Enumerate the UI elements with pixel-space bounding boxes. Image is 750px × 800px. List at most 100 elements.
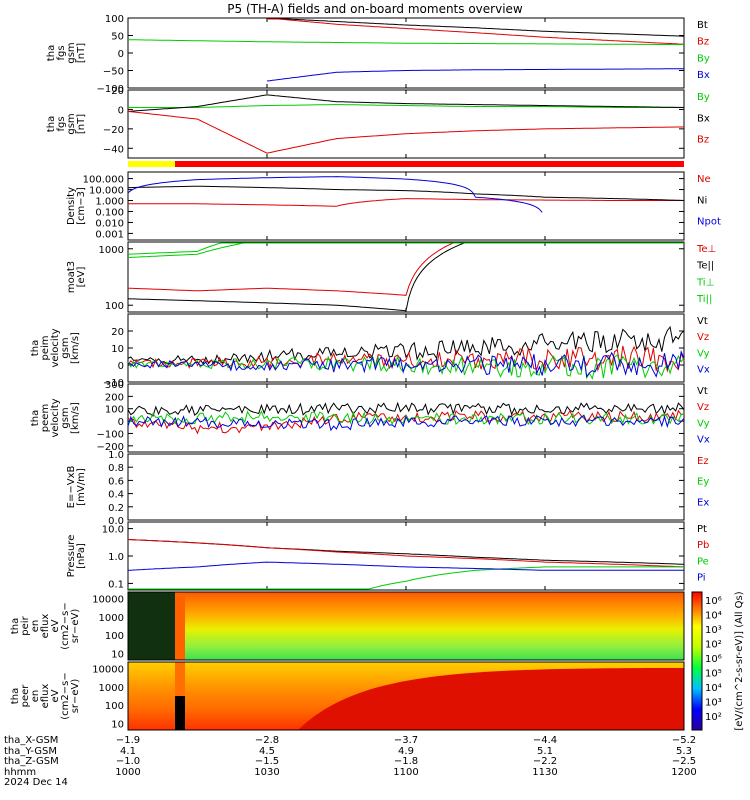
y-axis-label: peim [40,335,51,360]
y-axis-label: [nT] [76,43,87,63]
y-tick-label: 200 [105,392,124,403]
electron-spectrogram-nodata [175,696,185,730]
y-tick-label: 300 [105,380,124,391]
y-axis-label: Pressure [66,535,77,578]
electron-spectrogram-hot [298,668,684,730]
footer-value: −4.4 [532,735,558,746]
y-tick-label: 0.001 [95,229,124,240]
colorbar-tick-label: 10³ [705,698,722,709]
colorbar-tick-label: 10² [705,640,722,651]
series-p8-Pe [128,566,684,590]
y-tick-label: 0.6 [108,476,124,487]
footer-value: 1200 [671,766,697,778]
legend-item: Vy [697,348,710,359]
y-axis-label: peem [40,404,51,432]
colorbar [691,591,703,731]
y-axis-label: tha [46,116,57,132]
legend-item: Te⊥ [696,244,716,255]
y-axis-label: eflux [40,614,51,639]
y-tick-label: 1000 [99,245,124,256]
y-tick-label: −200 [97,442,124,453]
spectrogram-frame [127,591,685,661]
legend-item: Ey [697,477,709,488]
y-axis-label: eflux [40,684,51,709]
ion-spectrogram-early [128,592,175,660]
legend-item: Pi [697,573,706,584]
y-tick-label: 0 [118,417,124,428]
y-axis-label: (cm2−s− [60,602,71,649]
y-axis-label: [cm−3] [76,187,87,225]
series-p2-Bz [127,110,685,154]
footer-row-label: tha_Y-GSM [4,745,58,757]
series-p6-Vy [127,410,685,426]
y-tick-label: −100 [97,429,124,440]
series-p1-Bt [267,18,685,37]
series-p5-Vt [127,325,685,365]
y-axis-label: sr−eV) [70,609,81,644]
y-tick-label: 1000 [99,683,124,694]
footer-value: 4.1 [120,745,136,757]
panel-frame-p5 [127,313,685,383]
panel-frame-p3 [127,171,685,241]
y-axis-label: tha [46,45,57,61]
y-axis-label: peir [20,615,31,635]
legend-item: Npot [697,217,721,228]
y-tick-label: 10000 [92,595,124,606]
footer-row-label: tha_X-GSM [4,735,59,746]
y-tick-label: 10.0 [102,525,124,536]
colorbar-tick-label: 10² [705,712,722,723]
footer-value: 4.5 [259,745,275,757]
series-p2-By [128,104,684,108]
y-tick-label: 100 [105,14,124,25]
y-axis-label: eV [50,619,61,632]
y-tick-label: 1.000 [95,197,124,208]
legend-item: Bt [697,20,708,31]
y-tick-label: 1.0 [108,450,124,461]
y-axis-label: gsm [66,113,77,134]
y-tick-label: 0 [118,105,124,116]
y-axis-label: fgs [56,45,67,60]
legend-item: Bx [697,70,710,81]
footer-value: −1.8 [393,756,419,767]
colorbar-tick-label: 10⁶ [705,654,722,665]
legend-item: Bz [697,135,709,146]
footer-value: 1130 [532,766,558,778]
y-tick-label: 20 [111,86,124,97]
y-axis-label: [nT] [76,114,87,134]
y-axis-label: tha [10,618,21,634]
legend-item: Vt [697,316,708,327]
colorbar-label: [eV/(cm^2-s-sr-eV)] (All Qs) [734,591,745,730]
legend-item: Pt [697,524,707,535]
y-tick-label: 100 [105,405,124,416]
y-axis-label: gsm [60,407,71,428]
ion-spectrogram [128,592,684,660]
y-tick-label: 100 [105,301,124,312]
y-axis-label: [km/s] [70,332,81,364]
y-axis-label: en [30,690,41,703]
spectrogram-frame [127,661,685,731]
y-tick-label: 1.0 [108,552,124,563]
footer-value: −2.5 [671,756,697,767]
footer-value: 5.3 [676,745,692,757]
y-axis-label: E=−VxB [66,466,77,509]
y-tick-label: 1000 [99,613,124,624]
y-tick-label: 100.000 [83,175,124,186]
series-p3-Ni [128,185,685,201]
footer-row-label: hhmm [4,766,37,778]
colorbar-tick-label: 10⁴ [705,611,722,622]
colorbar-tick-label: 10³ [705,625,722,636]
footer-value: −3.7 [393,735,419,746]
y-tick-label: 100 [105,631,124,642]
footer-value: 4.9 [398,745,414,757]
y-axis-label: gsm [60,337,71,358]
series-p4-Te [127,242,684,296]
series-p4-Ti [127,242,684,258]
legend-item: Ni [697,195,707,206]
y-axis-label: sr−eV) [70,679,81,714]
series-p5-Vz [127,345,685,373]
y-tick-label: −40 [103,144,124,155]
footer-value: −2.2 [532,756,558,767]
y-tick-label: −10 [103,378,124,389]
legend-item: Ne [697,174,711,185]
series-p5-Vx [127,350,685,378]
